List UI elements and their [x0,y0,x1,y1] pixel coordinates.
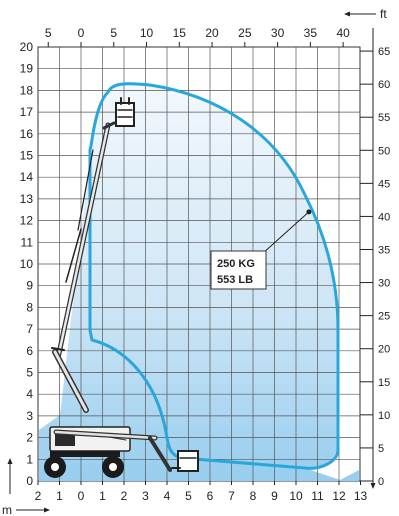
basket-top [115,102,135,127]
bottom-tick-label: 6 [207,489,214,503]
bottom-tick-label: 11 [311,489,324,503]
bottom-tick-label: 1 [56,489,63,503]
bottom-tick-label: 2 [35,489,42,503]
ft-unit-label: ft [380,7,387,21]
left-tick-label: 18 [20,83,34,97]
right-tick-label: 5 [378,443,384,455]
bottom-tick-label: 10 [289,489,303,503]
left-tick-label: 19 [20,62,34,76]
basket-low [177,450,199,472]
left-tick-label: 4 [26,387,33,401]
left-tick-label: 8 [26,300,33,314]
left-tick-label: 1 [26,452,33,466]
left-tick-label: 3 [26,409,33,423]
left-tick-label: 17 [20,105,34,119]
left-tick-label: 16 [20,127,34,141]
top-tick-label: 0 [78,26,85,40]
left-tick-label: 20 [20,40,34,54]
axes: 2 1 0 1 2 3 4 5 6 7 8 9 10 11 12 1301234567891011121314… [20,26,391,503]
top-tick-label: 5 [45,26,52,40]
bottom-tick-label: 2 [121,489,128,503]
working-envelope-area [39,83,359,482]
m-unit-marker: m [2,503,50,516]
annotation-lb: 553 LB [217,274,253,286]
top-tick-label: 35 [304,26,318,40]
bottom-tick-label: 0 [78,489,85,503]
right-tick-label: 30 [378,278,390,290]
top-tick-label: 30 [271,26,285,40]
bottom-tick-label: 9 [271,489,278,503]
bottom-tick-label: 7 [228,489,235,503]
bottom-tick-label: 1 [99,489,106,503]
top-tick-label: 40 [336,26,350,40]
bottom-tick-label: 4 [164,489,171,503]
right-axis-arrow [370,28,376,489]
left-tick-label: 14 [20,170,34,184]
right-tick-label: 20 [378,344,390,356]
top-tick-label: 10 [140,26,154,40]
left-tick-label: 5 [26,366,33,380]
top-tick-label: 20 [205,26,219,40]
left-tick-label: 10 [20,257,34,271]
annotation-leader-line [261,211,310,255]
working-envelope-outline [88,82,340,470]
right-tick-label: 35 [378,245,390,257]
right-tick-label: 60 [378,79,390,91]
annotation-kg: 250 KG [217,258,255,270]
left-tick-label: 6 [26,344,33,358]
right-tick-label: 50 [378,145,390,157]
grid-lines [38,47,361,481]
right-tick-label: 10 [378,410,390,422]
top-tick-label: 5 [110,26,117,40]
right-tick-label: 15 [378,377,390,389]
top-tick-label: 15 [173,26,187,40]
right-tick-label: 45 [378,178,390,190]
left-tick-label: 2 [26,431,33,445]
right-tick-label: 65 [378,46,390,58]
bottom-tick-label: 12 [332,489,346,503]
bottom-tick-label: 8 [250,489,257,503]
left-tick-label: 0 [26,474,33,488]
bottom-tick-label: 13 [354,489,368,503]
boom-lift-machine [44,97,199,478]
top-tick-label: 25 [238,26,252,40]
left-tick-label: 15 [20,149,34,163]
bottom-tick-label: 3 [142,489,149,503]
annotation-point [306,209,312,215]
left-tick-label: 12 [20,214,34,228]
right-tick-label: 0 [378,476,384,488]
load-annotation: 250 KG 553 LB [210,209,312,290]
left-tick-label: 9 [26,279,33,293]
height-arrow [7,458,13,494]
right-tick-label: 25 [378,311,390,323]
left-tick-label: 7 [26,322,33,336]
annotation-box [210,250,267,290]
right-tick-label: 40 [378,211,390,223]
left-tick-label: 11 [21,235,34,249]
m-unit-label: m [2,503,12,516]
left-tick-label: 13 [20,192,34,206]
ft-unit-marker: ft [344,7,387,21]
right-tick-label: 55 [378,112,390,124]
bottom-tick-label: 5 [185,489,192,503]
